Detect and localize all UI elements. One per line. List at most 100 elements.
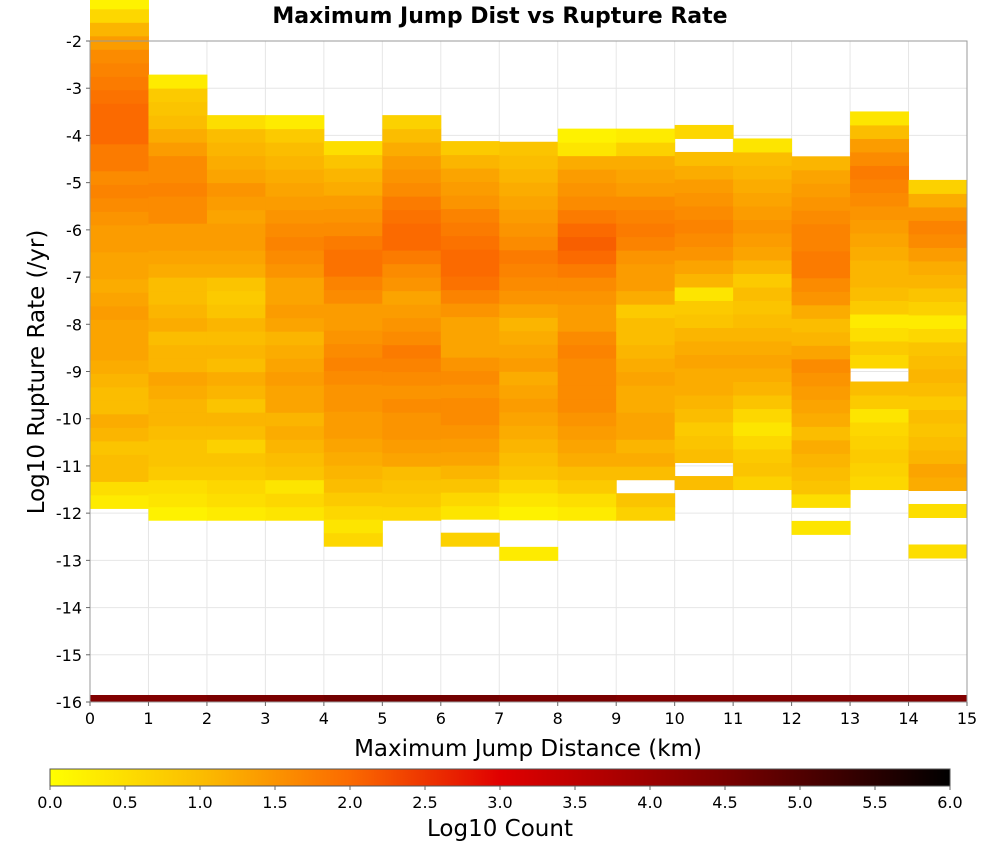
heatmap-cell: [850, 449, 910, 464]
heatmap-cell: [265, 182, 325, 197]
heatmap-cell: [616, 182, 676, 197]
heatmap-cell: [90, 332, 149, 347]
heatmap-cell: [440, 424, 500, 439]
y-tick-label: -2: [66, 32, 82, 51]
heatmap-cell: [323, 141, 383, 156]
heatmap-cell: [440, 249, 500, 264]
heatmap-cell: [674, 165, 734, 180]
colorbar-label: Log10 Count: [427, 816, 573, 842]
heatmap-cell: [733, 422, 793, 437]
heatmap-cell: [733, 381, 793, 396]
colorbar-tick-label: 0.5: [112, 793, 137, 812]
heatmap-cell: [206, 304, 266, 319]
heatmap-cell: [382, 344, 442, 359]
heatmap-cell: [499, 236, 559, 251]
heatmap-cell: [440, 411, 500, 426]
heatmap-cell: [850, 476, 910, 491]
chart-title: Maximum Jump Dist vs Rupture Rate: [272, 4, 727, 29]
heatmap-cell: [850, 232, 910, 247]
heatmap-cell: [791, 466, 851, 481]
x-tick-label: 11: [723, 709, 743, 728]
heatmap-cell: [440, 505, 500, 520]
heatmap-cell: [382, 290, 442, 305]
heatmap-cell: [323, 505, 383, 520]
heatmap-cell: [674, 395, 734, 410]
heatmap-cell: [382, 263, 442, 278]
heatmap-cell: [382, 398, 442, 413]
heatmap-cell: [265, 412, 325, 427]
x-tick-label: 15: [957, 709, 977, 728]
x-tick-label: 2: [202, 709, 212, 728]
heatmap-cell: [499, 168, 559, 183]
x-tick-label: 4: [319, 709, 329, 728]
total-row-cell: [148, 695, 208, 702]
heatmap-cell: [382, 169, 442, 184]
heatmap-cell: [791, 331, 851, 346]
x-tick-label: 5: [377, 709, 387, 728]
heatmap-cell: [499, 371, 559, 386]
heatmap-cell: [382, 439, 442, 454]
heatmap-cell: [850, 286, 910, 301]
heatmap-cell: [616, 331, 676, 346]
heatmap-cell: [557, 263, 617, 278]
y-tick-label: -4: [66, 126, 82, 145]
heatmap-cell: [323, 249, 383, 264]
heatmap-cell: [791, 183, 851, 198]
heatmap-cell: [265, 304, 325, 319]
y-tick-label: -5: [66, 174, 82, 193]
heatmap-cell: [499, 195, 559, 210]
heatmap-cell: [674, 340, 734, 356]
heatmap-cell: [206, 358, 266, 373]
heatmap-cell: [499, 398, 559, 413]
heatmap-cell: [265, 493, 325, 508]
heatmap-cell: [148, 358, 208, 373]
heatmap-cell: [265, 452, 325, 467]
heatmap-cell: [908, 503, 968, 518]
heatmap-cell: [382, 317, 442, 332]
heatmap-cell: [674, 368, 734, 383]
heatmap-cell: [499, 452, 559, 467]
heatmap-cell: [148, 169, 208, 184]
heatmap-cell: [674, 259, 734, 274]
heatmap-cell: [148, 155, 208, 170]
heatmap-cell: [674, 408, 734, 423]
x-tick-label: 3: [260, 709, 270, 728]
heatmap-cell: [90, 386, 149, 401]
heatmap-cell: [674, 192, 734, 207]
heatmap-cell: [265, 290, 325, 305]
heatmap-cell: [733, 205, 793, 220]
heatmap-cell: [499, 263, 559, 278]
heatmap-cell: [323, 289, 383, 304]
heatmap-cell: [323, 411, 383, 426]
heatmap-cell: [499, 479, 559, 494]
heatmap-cell: [265, 223, 325, 238]
heatmap-cell: [440, 222, 500, 237]
heatmap-cell: [90, 251, 149, 266]
heatmap-cell: [90, 292, 149, 307]
heatmap-cell: [206, 344, 266, 359]
heatmap-cell: [90, 427, 149, 442]
heatmap-cell: [733, 435, 793, 450]
heatmap-cell: [908, 368, 968, 383]
heatmap-cell: [791, 412, 851, 427]
heatmap-cell: [90, 494, 149, 509]
heatmap-cell: [90, 8, 149, 23]
y-tick-label: -15: [56, 646, 82, 665]
heatmap-cell: [791, 520, 851, 535]
heatmap-cell: [908, 422, 968, 437]
heatmap-cell: [382, 506, 442, 521]
heatmap-cell: [908, 274, 968, 289]
heatmap-cell: [206, 412, 266, 427]
total-row-cell: [265, 695, 325, 702]
heatmap-cell: [382, 331, 442, 346]
heatmap-cell: [791, 196, 851, 211]
heatmap-cell: [733, 246, 793, 261]
heatmap-cell: [323, 195, 383, 210]
total-row-cell: [499, 695, 559, 702]
heatmap-cell: [382, 196, 442, 211]
heatmap-cell: [323, 316, 383, 331]
heatmap-cell: [148, 385, 208, 400]
heatmap-cell: [323, 451, 383, 466]
heatmap-cell: [265, 506, 325, 521]
heatmap-cell: [616, 250, 676, 265]
